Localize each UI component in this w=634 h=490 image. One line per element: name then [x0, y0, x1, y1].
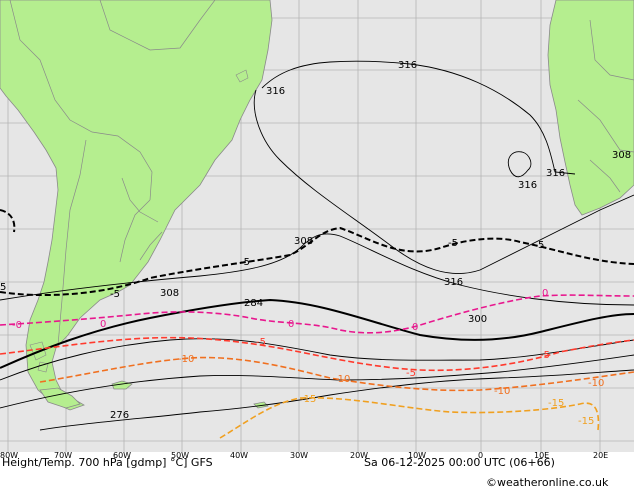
- valid-time: Sa 06-12-2025 00:00 UTC (06+66): [364, 456, 555, 469]
- temp-label: -10: [178, 354, 194, 365]
- temp-minus5-thick-2: [0, 226, 634, 297]
- temp-label: -5: [110, 289, 120, 300]
- height-label: 308: [294, 236, 313, 247]
- temp-label: -10: [334, 374, 350, 385]
- height-284: [0, 354, 634, 409]
- tierra-del-fuego: [39, 387, 81, 409]
- height-316-east: [507, 151, 532, 178]
- temp-label: -15: [548, 398, 564, 409]
- lon-label: 60W: [113, 451, 131, 460]
- temp-label: -5: [256, 337, 266, 348]
- temp-label: -5: [406, 368, 416, 379]
- lon-label: 10E: [534, 451, 549, 460]
- temp-label: 0: [412, 322, 418, 333]
- temp-label: -5: [540, 350, 550, 361]
- height-316-ring: [261, 60, 576, 175]
- temp-label: -5: [240, 257, 250, 268]
- credit: ©weatheronline.co.uk: [486, 476, 609, 489]
- height-label: 316: [444, 277, 463, 288]
- temp-label: -15: [578, 416, 594, 427]
- height-label: 316: [546, 168, 565, 179]
- temp-label: -10: [588, 378, 604, 389]
- country-borders: [9, 0, 634, 346]
- lon-label: 30W: [290, 451, 308, 460]
- africa: [547, 0, 634, 216]
- temp-label: -0: [12, 320, 22, 331]
- lon-label: 70W: [54, 451, 72, 460]
- temp-minus15: [219, 396, 600, 439]
- lon-label: 20W: [350, 451, 368, 460]
- temp-label: -15: [300, 394, 316, 405]
- temp-label: 5: [538, 240, 544, 251]
- lon-label: 40W: [230, 451, 248, 460]
- height-label: 308: [612, 150, 631, 161]
- south-georgia: [253, 401, 269, 409]
- temp-minus5: [0, 336, 634, 372]
- contour-labels: 316 316 316 316 316 308 308 308 300 284 …: [0, 60, 631, 427]
- temp-label: 0: [288, 319, 294, 330]
- temp-minus5-thick: [0, 209, 16, 233]
- temp-0: [0, 294, 634, 334]
- longitude-axis: 80W 70W 60W 50W 40W 30W 20W 10W 0 10E 20…: [0, 451, 608, 460]
- height-label: 316: [518, 180, 537, 191]
- height-label: 300: [468, 314, 487, 325]
- lon-label: 50W: [171, 451, 189, 460]
- height-label: 276: [110, 410, 129, 421]
- temperature-contours: [0, 209, 634, 439]
- lon-label: 80W: [0, 451, 18, 460]
- temp-label: -5: [448, 238, 458, 249]
- height-label: 284: [244, 298, 263, 309]
- height-300: [0, 298, 634, 369]
- temp-minus10: [39, 356, 634, 392]
- height-label: 316: [266, 86, 285, 97]
- temp-label: 0: [542, 288, 548, 299]
- land: [0, 0, 634, 411]
- lon-label: 20E: [593, 451, 608, 460]
- height-276: [39, 369, 634, 431]
- map-title: Height/Temp. 700 hPa [gdmp] °C] GFS: [2, 456, 213, 469]
- temp-label: 5: [0, 282, 6, 293]
- temp-label: -10: [494, 386, 510, 397]
- height-292: [0, 338, 634, 381]
- lon-label: 0: [478, 451, 483, 460]
- footer-bar: [0, 452, 634, 490]
- height-label: 308: [160, 288, 179, 299]
- lon-label: 10W: [408, 451, 426, 460]
- temp-label: 0: [100, 319, 106, 330]
- height-label: 316: [398, 60, 417, 71]
